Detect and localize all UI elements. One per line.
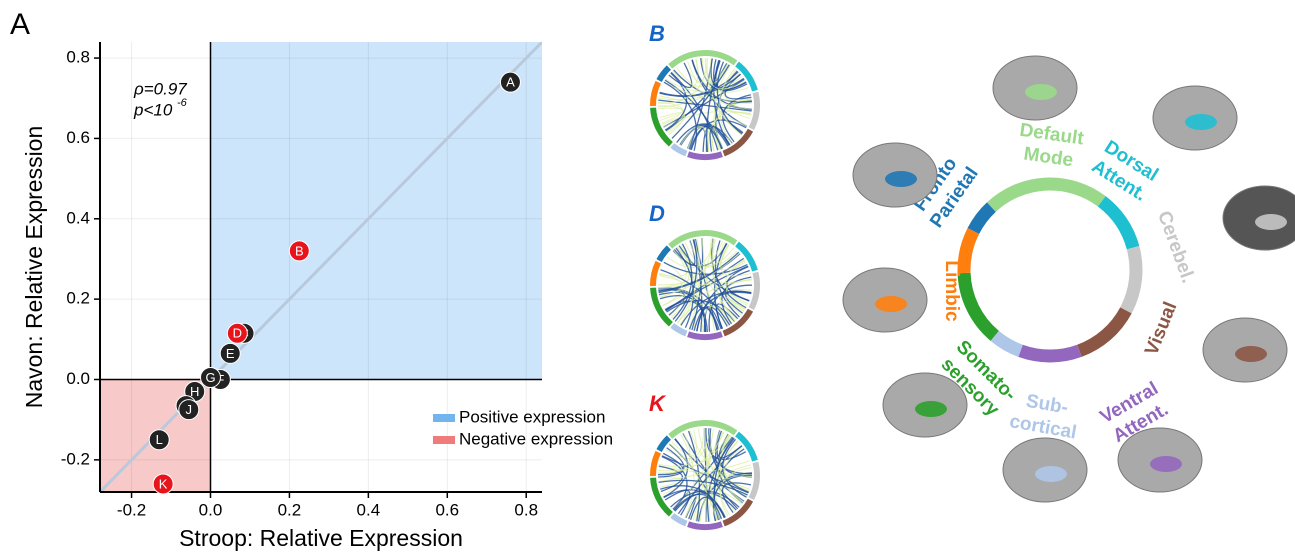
y-tick-label: 0.2 — [66, 289, 90, 308]
network-arc — [964, 273, 995, 336]
network-arc — [1079, 310, 1126, 350]
y-axis-label: Navon: Relative Expression — [21, 126, 47, 409]
network-arc — [751, 462, 757, 498]
annotation-p-exponent: -6 — [177, 97, 188, 109]
legend-swatch — [433, 436, 455, 444]
brain-region — [1185, 114, 1217, 130]
network-arc — [991, 184, 1101, 207]
panel-label: D — [649, 201, 665, 226]
network-arc — [653, 108, 671, 145]
x-tick-label: 0.8 — [514, 500, 538, 519]
point-label: E — [226, 346, 235, 361]
point-label: K — [159, 476, 168, 491]
brain-region — [1235, 346, 1267, 362]
legend-label: Positive expression — [459, 407, 605, 426]
legend-label: Negative expression — [459, 429, 613, 448]
x-tick-label: 0.2 — [278, 500, 302, 519]
network-arc — [653, 82, 658, 106]
x-tick-label: 0.6 — [435, 500, 459, 519]
network-arc — [688, 334, 722, 337]
y-tick-label: -0.2 — [61, 449, 90, 468]
network-arc — [995, 336, 1021, 351]
point-label: L — [156, 432, 163, 447]
brain-region — [875, 296, 907, 312]
y-tick-label: 0.0 — [66, 369, 90, 388]
network-arc — [751, 92, 757, 128]
network-label: Cerebel. — [1153, 208, 1198, 286]
network-arc — [973, 207, 991, 231]
network-label: Mode — [1022, 144, 1074, 172]
panel-label: K — [649, 391, 667, 416]
brain-region — [1035, 466, 1067, 482]
network-arc — [672, 145, 686, 153]
network-arc — [751, 272, 757, 308]
network-arc — [653, 452, 658, 476]
network-arc — [670, 423, 735, 436]
point-label: J — [186, 402, 193, 417]
network-arc — [1021, 351, 1080, 356]
x-tick-label: 0.4 — [357, 500, 381, 519]
network-arc — [672, 325, 686, 333]
point-label: A — [506, 75, 515, 90]
panel-label: B — [649, 21, 665, 46]
point-label: G — [205, 370, 215, 385]
network-arc — [688, 154, 722, 157]
y-tick-label: 0.8 — [66, 48, 90, 67]
network-arc — [688, 524, 722, 527]
annotation-rho: ρ=0.97 — [133, 79, 187, 98]
network-arc — [1102, 201, 1133, 247]
annotation-p: p<10 — [133, 100, 173, 119]
panel-label: A — [10, 8, 30, 41]
network-arc — [1126, 248, 1136, 311]
brain-region — [885, 171, 917, 187]
figure: -0.2 0.0 0.2 0.4 0.6 0.8 -0.2 0.0 0.2 0.4 0.6 0.8 A S… — [0, 0, 1295, 558]
network-arc — [653, 262, 658, 286]
brain-region — [915, 401, 947, 417]
network-arc — [659, 248, 669, 261]
x-tick-label: 0.0 — [199, 500, 223, 519]
network-arc — [659, 68, 669, 81]
x-axis-label: Stroop: Relative Expression — [179, 525, 463, 551]
x-tick-label: -0.2 — [117, 500, 146, 519]
network-arc — [964, 231, 973, 273]
network-arc — [653, 478, 671, 515]
point-label: D — [233, 326, 242, 341]
brain-region — [1255, 214, 1287, 230]
y-tick-label: 0.4 — [66, 208, 90, 227]
network-arc — [672, 515, 686, 523]
y-tick-label: 0.6 — [66, 128, 90, 147]
network-label: Limbic — [941, 260, 962, 322]
legend-swatch — [433, 414, 455, 422]
brain-region — [1150, 456, 1182, 472]
brain-region — [1025, 84, 1057, 100]
point-label: B — [295, 243, 304, 258]
network-label: Visual — [1141, 299, 1181, 358]
